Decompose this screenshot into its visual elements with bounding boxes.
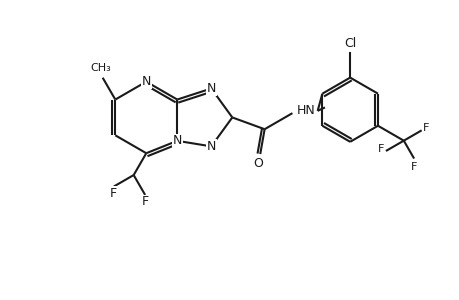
Text: F: F [410,162,416,172]
Text: N: N [141,75,151,88]
Text: N: N [172,134,182,147]
Text: F: F [141,195,148,208]
Text: F: F [422,123,429,133]
Text: F: F [377,144,384,154]
Text: N: N [206,82,215,95]
Text: CH₃: CH₃ [90,63,111,73]
Text: N: N [206,140,215,153]
Text: F: F [110,187,117,200]
Text: Cl: Cl [343,37,356,50]
Text: HN: HN [296,104,315,117]
Text: O: O [252,157,263,170]
